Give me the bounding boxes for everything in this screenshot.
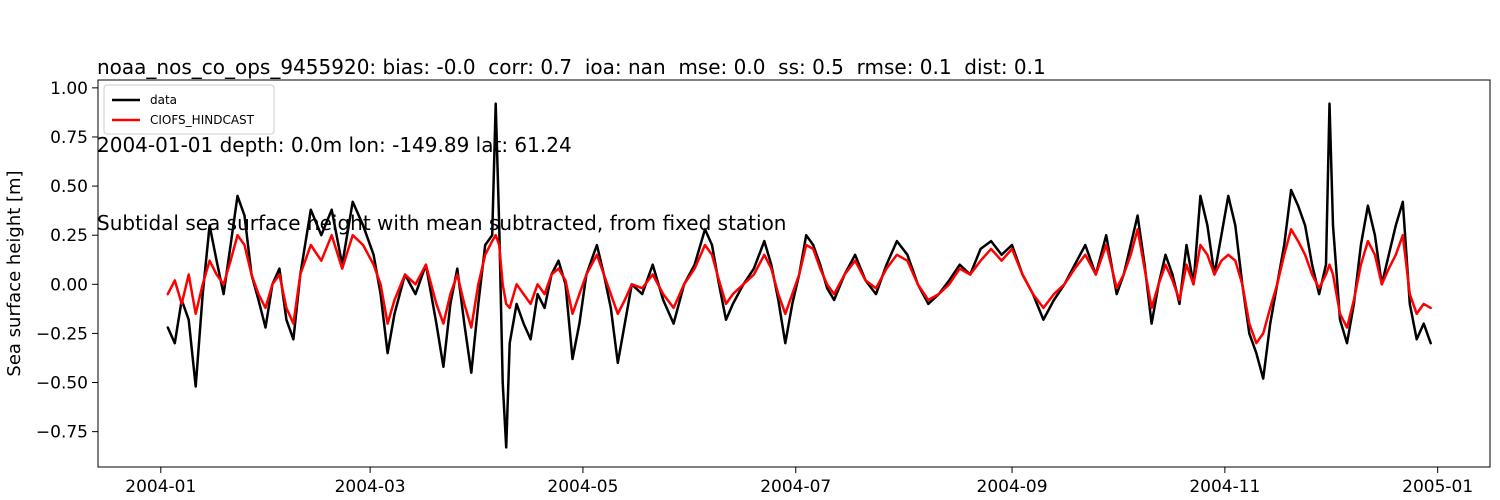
y-tick-label: 1.00 <box>50 79 88 99</box>
x-axis: 2004-01 2004-03 2004-05 2004-07 2004-09 2004-… <box>125 467 1473 497</box>
x-tick-label: 2004-01 <box>125 477 196 497</box>
legend-frame <box>103 84 275 135</box>
y-tick-label: 0.50 <box>50 177 88 197</box>
title-line-1: noaa_nos_co_ops_9455920: bias: -0.0 corr… <box>97 55 1046 79</box>
x-tick-label: 2004-07 <box>760 477 831 497</box>
y-tick-label: 0.75 <box>50 128 88 148</box>
x-tick-label: 2004-05 <box>547 477 618 497</box>
legend: data CIOFS_HINDCAST <box>103 84 275 135</box>
x-tick-label: 2004-03 <box>335 477 406 497</box>
series-layer <box>166 102 1432 449</box>
y-axis-label: Sea surface height [m] <box>4 170 25 376</box>
series-line-ciofs-hindcast <box>166 228 1432 345</box>
y-tick-label: −0.50 <box>36 374 88 394</box>
y-axis: 1.00 0.75 0.50 0.25 0.00 −0.25 −0.50 −0.75 <box>36 79 98 443</box>
y-tick-label: −0.75 <box>36 423 88 443</box>
title-line-3: Subtidal sea surface height with mean su… <box>97 211 787 235</box>
y-tick-label: 0.00 <box>50 275 88 295</box>
x-tick-label: 2005-01 <box>1402 477 1473 497</box>
legend-label-data: data <box>150 93 177 107</box>
chart-title: noaa_nos_co_ops_9455920: bias: -0.0 corr… <box>97 2 1046 288</box>
plot-frame <box>97 79 1491 468</box>
x-tick-label: 2004-11 <box>1189 477 1260 497</box>
y-tick-label: −0.25 <box>36 324 88 344</box>
legend-label-ciofs-hindcast: CIOFS_HINDCAST <box>150 113 255 127</box>
x-tick-label: 2004-09 <box>977 477 1048 497</box>
y-tick-label: 0.25 <box>50 226 88 246</box>
title-line-2: 2004-01-01 depth: 0.0m lon: -149.89 lat:… <box>97 133 572 157</box>
